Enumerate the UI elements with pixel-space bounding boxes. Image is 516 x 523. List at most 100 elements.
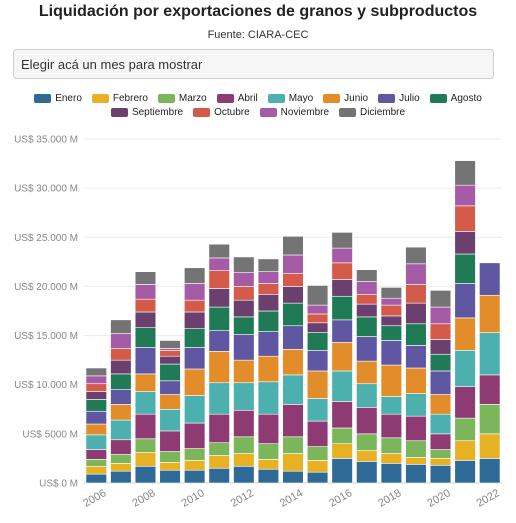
legend-item[interactable]: Marzo	[157, 91, 207, 105]
bar-segment[interactable]	[85, 459, 107, 467]
bar-segment[interactable]	[208, 442, 230, 456]
bar-segment[interactable]	[429, 413, 452, 435]
bar-segment[interactable]	[380, 453, 402, 464]
bar-segment[interactable]	[282, 302, 304, 327]
bar-segment[interactable]	[208, 455, 230, 469]
bar-segment[interactable]	[184, 283, 206, 301]
bar-segment[interactable]	[184, 469, 206, 484]
bar-segment[interactable]	[405, 367, 427, 394]
bar-segment[interactable]	[429, 449, 452, 459]
bar-segment[interactable]	[110, 348, 132, 361]
bar-segment[interactable]	[380, 437, 402, 454]
bar-segment[interactable]	[110, 470, 132, 484]
bar-segment[interactable]	[85, 375, 107, 385]
bar-segment[interactable]	[380, 315, 402, 327]
bar-segment[interactable]	[257, 310, 280, 332]
bar-segment[interactable]	[110, 359, 132, 375]
bar-segment[interactable]	[380, 396, 402, 415]
bar-segment[interactable]	[184, 395, 206, 424]
bar-segment[interactable]	[405, 284, 427, 304]
bar-segment[interactable]	[356, 336, 378, 362]
bar-segment[interactable]	[159, 394, 181, 410]
bar-segment[interactable]	[134, 311, 157, 329]
bar-segment[interactable]	[331, 247, 353, 264]
bar-segment[interactable]	[184, 460, 206, 471]
bar-segment[interactable]	[429, 394, 452, 415]
bar-segment[interactable]	[134, 391, 157, 415]
bar-segment[interactable]	[159, 355, 181, 365]
bar-segment[interactable]	[257, 381, 280, 415]
bar-segment[interactable]	[429, 433, 452, 450]
bar-segment[interactable]	[405, 323, 427, 346]
bar-segment[interactable]	[134, 438, 157, 453]
bar-segment[interactable]	[208, 288, 230, 308]
bar-segment[interactable]	[356, 281, 378, 295]
bar-segment[interactable]	[282, 273, 304, 287]
bar-segment[interactable]	[306, 370, 329, 399]
bar-segment[interactable]	[306, 471, 329, 484]
bar-segment[interactable]	[233, 453, 255, 467]
bar-segment[interactable]	[85, 391, 107, 400]
bar-segment[interactable]	[356, 433, 378, 451]
bar-segment[interactable]	[184, 368, 206, 396]
bar-segment[interactable]	[306, 460, 329, 473]
bar-segment[interactable]	[257, 413, 280, 444]
bar-segment[interactable]	[331, 232, 353, 249]
bar-segment[interactable]	[233, 382, 255, 411]
bar-segment[interactable]	[356, 383, 378, 408]
bar-segment[interactable]	[479, 332, 501, 376]
legend-item[interactable]: Enero	[34, 91, 82, 105]
bar-segment[interactable]	[429, 370, 452, 395]
bar-segment[interactable]	[454, 317, 476, 351]
bar-segment[interactable]	[306, 446, 329, 461]
bar-segment[interactable]	[454, 350, 476, 387]
bar-segment[interactable]	[208, 270, 230, 289]
bar-segment[interactable]	[405, 464, 427, 484]
bar-segment[interactable]	[356, 303, 378, 318]
bar-segment[interactable]	[306, 304, 329, 315]
bar-segment[interactable]	[85, 367, 107, 377]
bar-segment[interactable]	[356, 461, 378, 484]
bar-segment[interactable]	[306, 313, 329, 324]
bar-segment[interactable]	[110, 319, 132, 334]
bar-segment[interactable]	[331, 401, 353, 429]
bar-segment[interactable]	[85, 434, 107, 450]
bar-segment[interactable]	[356, 407, 378, 435]
bar-segment[interactable]	[134, 271, 157, 285]
bar-segment[interactable]	[233, 359, 255, 384]
bar-segment[interactable]	[380, 364, 402, 397]
bar-segment[interactable]	[257, 468, 280, 484]
bar-segment[interactable]	[331, 262, 353, 280]
bar-segment[interactable]	[405, 393, 427, 417]
bar-segment[interactable]	[454, 253, 476, 284]
legend-item[interactable]: Agosto	[429, 91, 482, 105]
legend-item[interactable]: Octubre	[193, 105, 250, 119]
bar-segment[interactable]	[282, 470, 304, 484]
bar-segment[interactable]	[479, 458, 501, 484]
bar-segment[interactable]	[208, 306, 230, 331]
bar-segment[interactable]	[282, 436, 304, 454]
bar-segment[interactable]	[331, 319, 353, 343]
bar-segment[interactable]	[282, 236, 304, 256]
bar-segment[interactable]	[356, 269, 378, 282]
bar-segment[interactable]	[405, 457, 427, 465]
bar-segment[interactable]	[110, 463, 132, 472]
bar-segment[interactable]	[110, 439, 132, 455]
bar-segment[interactable]	[331, 443, 353, 459]
legend-item[interactable]: Noviembre	[259, 105, 329, 119]
bar-segment[interactable]	[356, 293, 378, 305]
bar-segment[interactable]	[233, 409, 255, 438]
bar-segment[interactable]	[159, 380, 181, 395]
bar-segment[interactable]	[233, 334, 255, 361]
bar-segment[interactable]	[380, 340, 402, 366]
bar-segment[interactable]	[454, 440, 476, 461]
bar-segment[interactable]	[282, 325, 304, 350]
bar-segment[interactable]	[405, 263, 427, 285]
bar-segment[interactable]	[282, 286, 304, 304]
bar-segment[interactable]	[380, 287, 402, 299]
bar-segment[interactable]	[331, 295, 353, 321]
bar-segment[interactable]	[454, 460, 476, 484]
bar-segment[interactable]	[282, 374, 304, 405]
bar-segment[interactable]	[306, 332, 329, 351]
bar-segment[interactable]	[405, 302, 427, 325]
